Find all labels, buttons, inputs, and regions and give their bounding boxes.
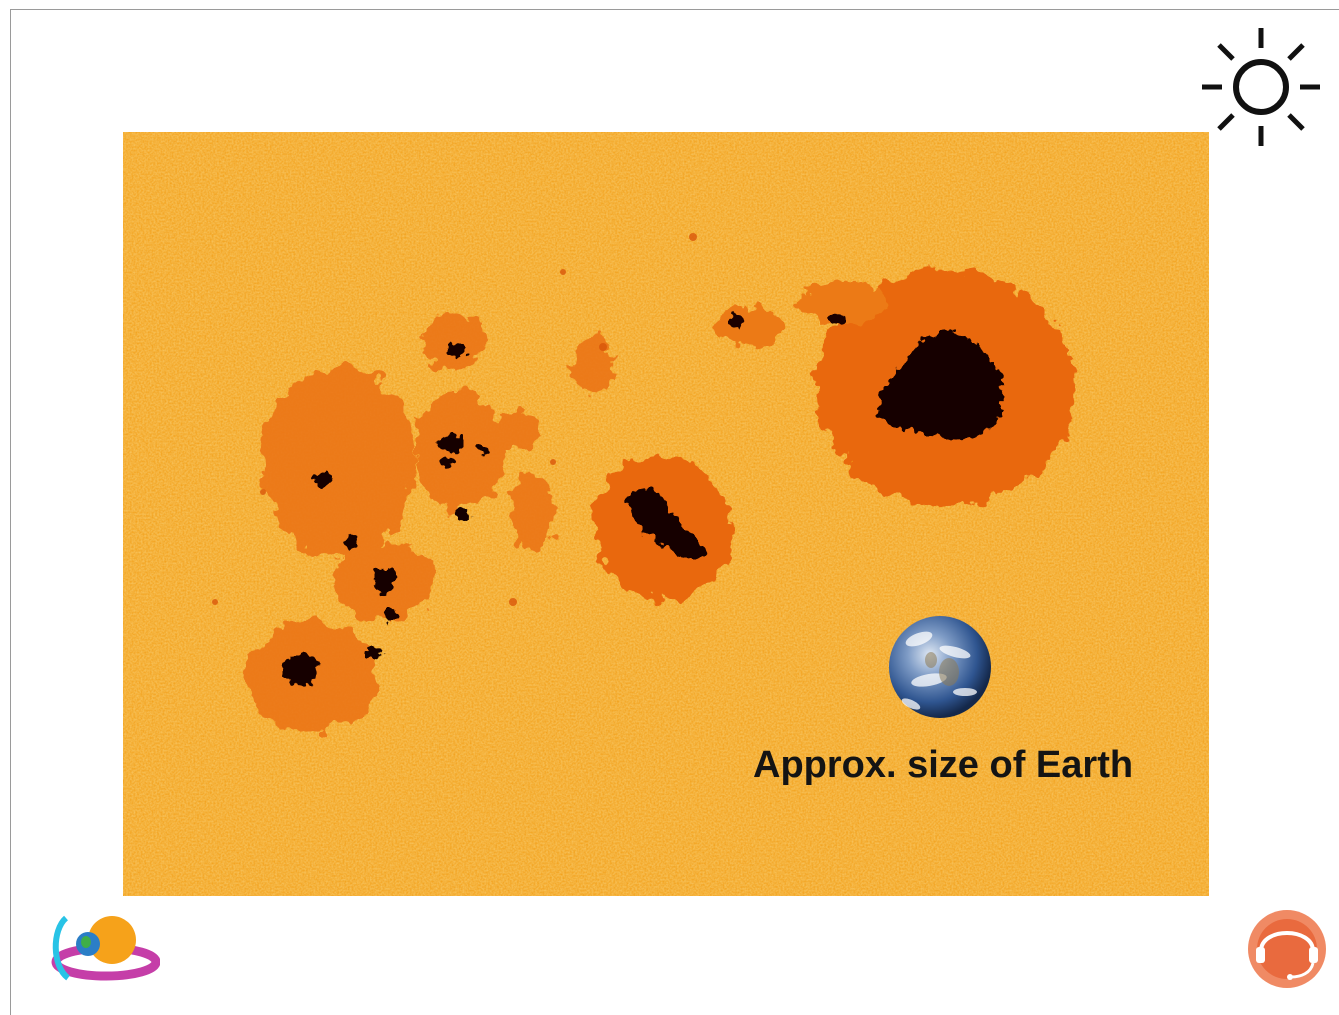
sunspot-image bbox=[123, 132, 1209, 896]
mission-logo bbox=[51, 915, 160, 981]
earth-size-caption: Approx. size of Earth bbox=[753, 744, 1134, 786]
earth-image bbox=[889, 616, 991, 718]
sunspot-photo: Approx. size of Earth bbox=[123, 132, 1209, 896]
headset-logo bbox=[1248, 910, 1326, 988]
sun-icon bbox=[1202, 28, 1320, 146]
